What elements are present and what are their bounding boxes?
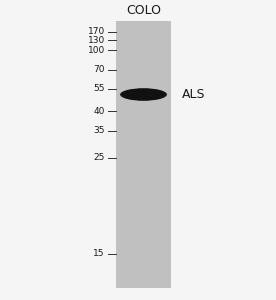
- Text: ALS: ALS: [182, 88, 206, 101]
- Text: 40: 40: [94, 106, 105, 116]
- Text: 100: 100: [88, 46, 105, 55]
- Text: 15: 15: [93, 249, 105, 258]
- Ellipse shape: [127, 91, 160, 98]
- Text: 25: 25: [94, 153, 105, 162]
- Text: 130: 130: [88, 36, 105, 45]
- Text: 55: 55: [93, 84, 105, 93]
- Ellipse shape: [124, 90, 163, 99]
- Text: 70: 70: [93, 65, 105, 74]
- Ellipse shape: [126, 90, 161, 99]
- Text: COLO: COLO: [126, 4, 161, 17]
- Ellipse shape: [121, 89, 166, 100]
- Text: 35: 35: [93, 126, 105, 135]
- Ellipse shape: [120, 88, 167, 101]
- Text: 170: 170: [88, 27, 105, 36]
- Bar: [116, 21, 171, 288]
- Ellipse shape: [123, 89, 164, 100]
